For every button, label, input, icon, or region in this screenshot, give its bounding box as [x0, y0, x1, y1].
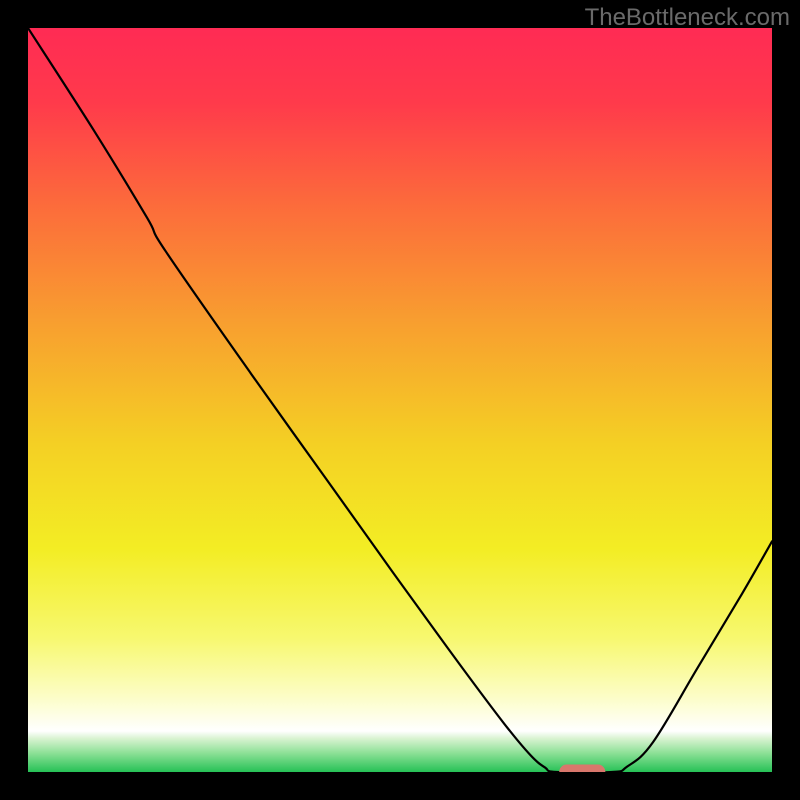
- bottleneck-chart: [0, 0, 800, 800]
- plot-background: [28, 28, 772, 772]
